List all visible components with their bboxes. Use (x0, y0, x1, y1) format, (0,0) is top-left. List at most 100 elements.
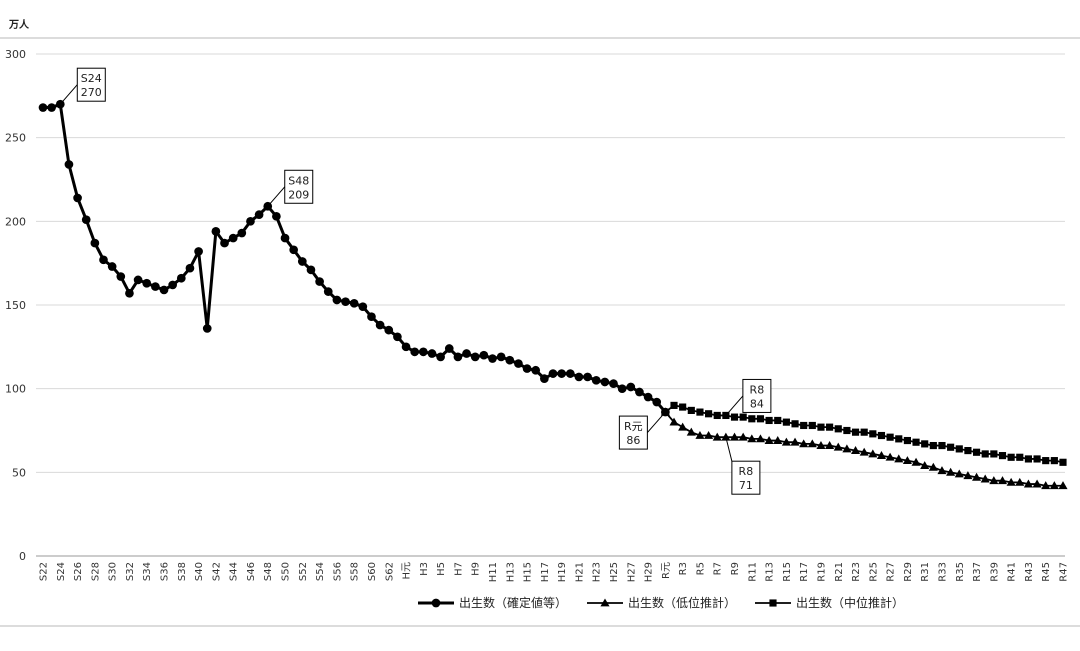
x-tick-label: H25 (609, 562, 620, 582)
data-point (81, 215, 91, 224)
x-tick-label: H15 (523, 562, 534, 582)
data-point (895, 435, 903, 443)
data-point (826, 423, 834, 431)
data-point (237, 228, 247, 238)
x-tick-label: S44 (229, 562, 240, 581)
x-tick-label: R3 (678, 562, 689, 575)
x-tick-label: H13 (505, 562, 516, 582)
x-tick-label: R11 (747, 562, 758, 582)
data-point (774, 416, 782, 425)
data-point (868, 449, 878, 458)
data-point (946, 467, 956, 476)
data-point (678, 422, 688, 431)
data-point (505, 355, 515, 365)
x-tick-label: S32 (125, 562, 136, 581)
data-point (220, 238, 229, 248)
data-point (894, 454, 904, 463)
data-point (769, 599, 777, 607)
data-point (431, 598, 441, 608)
data-point (151, 282, 160, 291)
data-point (990, 450, 998, 458)
data-point (1032, 479, 1042, 488)
data-point (1033, 455, 1041, 463)
data-point (1006, 477, 1016, 486)
data-point (947, 443, 955, 451)
x-tick-label: R41 (1007, 562, 1018, 582)
data-point (989, 476, 999, 485)
data-point (799, 439, 809, 448)
legend-label: 出生数（低位推計） (628, 595, 736, 610)
data-point (496, 352, 506, 362)
data-point (401, 342, 411, 352)
data-point (921, 440, 929, 448)
annotation-leader (646, 411, 666, 433)
data-point (964, 447, 972, 455)
data-point (358, 302, 368, 312)
data-point (765, 416, 773, 425)
data-point (1050, 457, 1058, 465)
data-point (349, 298, 359, 308)
data-point (885, 452, 895, 461)
annotation-leader (725, 437, 733, 462)
data-point (808, 421, 816, 430)
data-point (687, 406, 695, 414)
x-tick-label: R43 (1024, 562, 1035, 582)
x-tick-label: R45 (1041, 562, 1052, 582)
annotation-label: S48 (288, 174, 309, 187)
data-point (738, 432, 748, 441)
series-line (43, 102, 667, 414)
data-point (64, 160, 74, 169)
data-point (938, 441, 946, 450)
data-point (652, 397, 662, 407)
data-point (696, 408, 704, 416)
x-tick-label: H21 (574, 562, 585, 582)
data-point (375, 320, 385, 330)
x-tick-label: H17 (540, 562, 551, 582)
x-tick-label: S24 (56, 562, 67, 581)
data-point (1007, 453, 1015, 461)
data-point (955, 445, 963, 453)
data-point (514, 359, 523, 368)
data-point (773, 435, 783, 444)
x-tick-label: H11 (488, 562, 499, 582)
data-point (617, 384, 627, 394)
y-tick-labels: 0 50 100 150 200 250 300 (5, 48, 26, 563)
data-point (860, 428, 868, 436)
data-point (998, 452, 1007, 460)
data-point (609, 379, 618, 388)
data-point (176, 273, 186, 283)
x-tick-label: H29 (644, 562, 655, 582)
annotation-label: R8 (750, 383, 765, 396)
x-tick-label: H7 (453, 562, 464, 576)
data-point (531, 365, 541, 375)
data-point (557, 369, 566, 378)
data-point (38, 103, 48, 112)
x-tick-label: R7 (713, 562, 724, 575)
x-tick-label: R23 (851, 562, 862, 582)
x-tick-label: S42 (211, 562, 222, 581)
data-point (755, 434, 766, 443)
data-point (981, 450, 989, 458)
annotation-box (284, 169, 314, 204)
annotation-leader (59, 84, 78, 105)
data-point (306, 265, 316, 275)
data-point (859, 447, 869, 456)
series-layer (38, 99, 1068, 490)
x-tick-label: S30 (108, 562, 119, 581)
data-point (47, 103, 56, 112)
x-tick-label: S54 (315, 562, 326, 581)
x-tick-label: S56 (332, 562, 343, 581)
data-point (747, 434, 757, 443)
data-point (427, 349, 437, 358)
annotation-label: R元 (624, 420, 643, 433)
data-point (384, 325, 394, 335)
data-point (1058, 481, 1068, 490)
data-point (980, 474, 990, 483)
annotation-label: R8 (739, 465, 754, 478)
data-point (972, 472, 982, 481)
legend-label: 出生数（中位推計） (796, 595, 904, 610)
data-point (876, 451, 887, 460)
x-tick-label: H9 (471, 562, 482, 576)
data-point (289, 245, 299, 255)
data-point (712, 432, 722, 441)
